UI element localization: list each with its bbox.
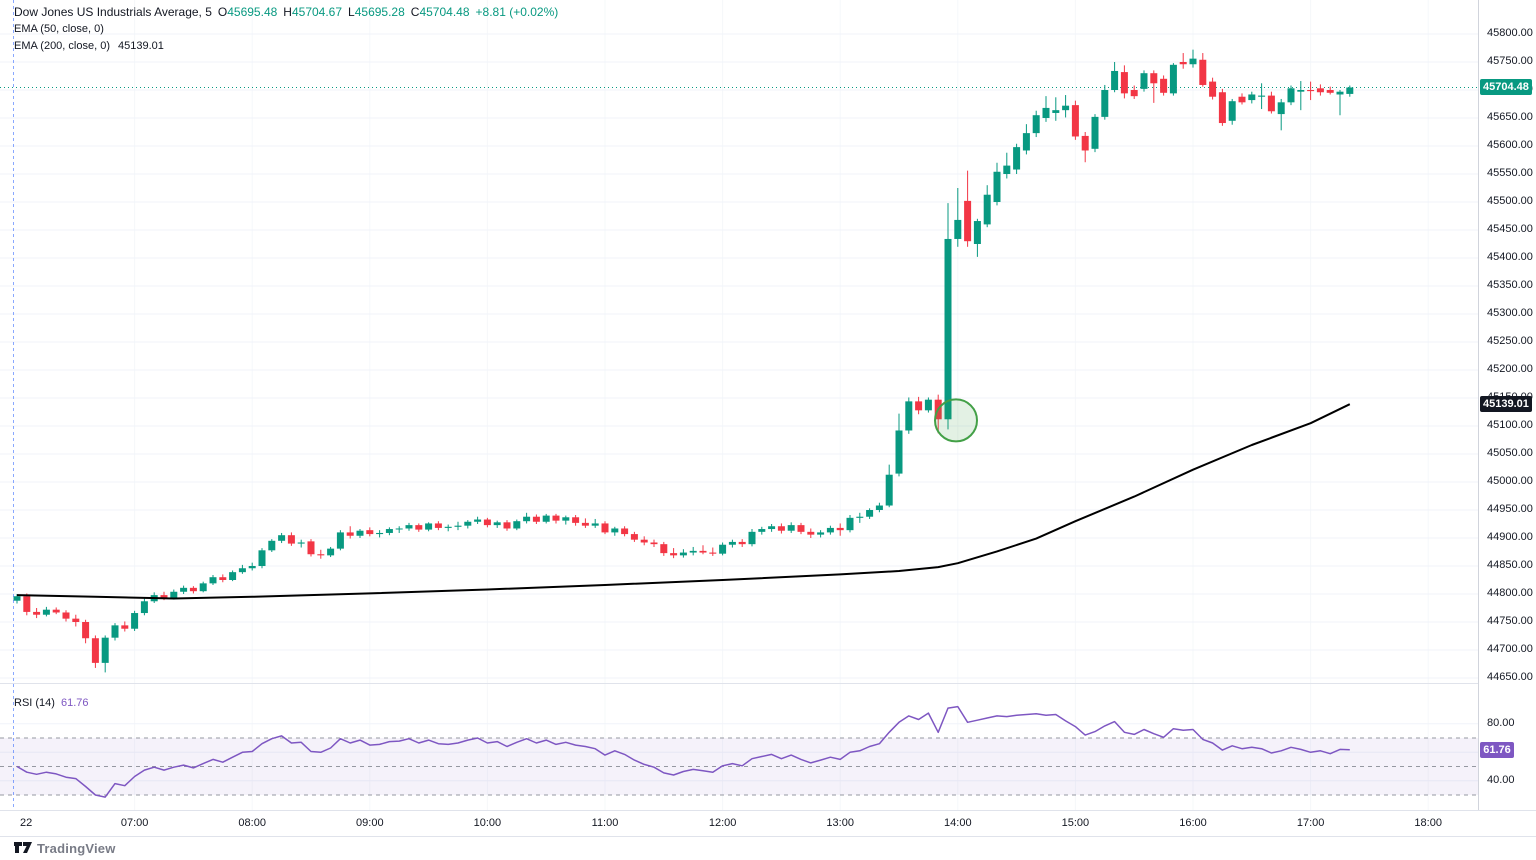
change-value: +8.81 (+0.02%): [475, 5, 559, 19]
time-axis-label: 18:00: [1414, 817, 1442, 829]
ohlc-value: 45695.48: [227, 5, 278, 19]
symbol-title: Dow Jones US Industrials Average, 5: [14, 5, 212, 19]
price-axis-label: 45600.00: [1487, 139, 1533, 151]
price-axis-label: 45100.00: [1487, 419, 1533, 431]
chart-canvas[interactable]: [0, 0, 1478, 810]
price-axis-label: 45300.00: [1487, 307, 1533, 319]
ema200-legend-row[interactable]: EMA (200, close, 0) 45139.01: [14, 38, 558, 54]
legend: Dow Jones US Industrials Average, 5 O4569…: [14, 4, 558, 54]
rsi-value-badge: 61.76: [1480, 741, 1514, 758]
ema50-legend-row[interactable]: EMA (50, close, 0): [14, 21, 558, 37]
price-axis-label: 45200.00: [1487, 363, 1533, 375]
price-axis-label: 45500.00: [1487, 195, 1533, 207]
tradingview-logo-icon: [14, 842, 32, 853]
time-axis-label: 13:00: [826, 817, 854, 829]
time-axis-label: 17:00: [1296, 817, 1325, 829]
day-label: 22: [20, 817, 33, 829]
time-axis-label: 08:00: [238, 817, 266, 829]
candles-group: [13, 49, 1354, 673]
price-axis[interactable]: 45704.48 45139.01 61.76 45800.00 45750.00…: [1478, 0, 1536, 836]
ohlc-value: 45704.48: [419, 5, 470, 19]
pane-divider[interactable]: [0, 683, 1536, 684]
price-axis-label: 45050.00: [1487, 447, 1533, 459]
ema200-value: 45139.01: [118, 40, 164, 52]
rsi-axis-label: 80.00: [1487, 716, 1515, 729]
price-axis-label: 44900.00: [1487, 531, 1533, 543]
time-axis-label: 07:00: [120, 817, 149, 829]
time-axis-label: 10:00: [473, 817, 502, 829]
ema50-label: EMA (50, close, 0): [14, 23, 104, 35]
ohlc-values: O45695.48 H45704.67 L45695.28 C45704.48: [212, 5, 470, 19]
ema200-line[interactable]: [16, 403, 1351, 600]
price-axis-label: 45750.00: [1487, 55, 1533, 67]
ema200-price-badge: 45139.01: [1480, 396, 1532, 413]
ohlc-value: 45704.67: [291, 5, 343, 19]
symbol-legend-row[interactable]: Dow Jones US Industrials Average, 5 O4569…: [14, 4, 558, 20]
time-axis-label: 15:00: [1061, 817, 1090, 829]
time-axis-label: 11:00: [591, 817, 619, 829]
price-axis-label: 45000.00: [1487, 475, 1533, 487]
price-axis-label: 44800.00: [1487, 587, 1533, 599]
price-axis-label: 45550.00: [1487, 167, 1533, 179]
price-axis-label: 45800.00: [1487, 27, 1533, 39]
tradingview-logo-text: TradingView: [37, 840, 116, 856]
price-axis-label: 44650.00: [1487, 671, 1533, 683]
ohlc-value: 45695.28: [354, 5, 405, 19]
footer: TradingView: [0, 836, 1536, 860]
time-axis-label: 12:00: [708, 817, 737, 829]
ema200-label: EMA (200, close, 0): [14, 40, 110, 52]
price-axis-label: 45350.00: [1487, 279, 1533, 291]
time-axis-label: 09:00: [356, 817, 384, 829]
tradingview-logo[interactable]: TradingView: [14, 840, 116, 856]
time-axis-label: 16:00: [1179, 817, 1207, 829]
price-axis-label: 45400.00: [1487, 251, 1533, 263]
price-axis-label: 44700.00: [1487, 643, 1533, 655]
price-axis-label: 45250.00: [1487, 335, 1533, 347]
rsi-label: RSI (14): [14, 697, 55, 709]
rsi-axis-label: 40.00: [1487, 773, 1515, 786]
ohlc-key: L: [348, 5, 355, 19]
highlight-circle[interactable]: [934, 398, 978, 443]
time-axis[interactable]: 22 07:00 08:00 09:00 10:00 11:00 12:00 13:00 14…: [0, 810, 1536, 837]
grid: [0, 33, 1478, 782]
price-axis-label: 44850.00: [1487, 559, 1533, 571]
ohlc-key: C: [410, 5, 420, 19]
rsi-legend-row[interactable]: RSI (14) 61.76: [14, 697, 89, 709]
current-price-badge: 45704.48: [1480, 79, 1532, 96]
rsi-pane: [0, 737, 1478, 796]
price-axis-label: 44950.00: [1487, 503, 1533, 515]
rsi-value: 61.76: [60, 697, 89, 709]
price-axis-label: 45450.00: [1487, 223, 1533, 235]
ohlc-key: H: [283, 5, 292, 19]
price-axis-label: 45650.00: [1487, 111, 1533, 123]
time-axis-label: 14:00: [944, 817, 972, 829]
ohlc-key: O: [217, 5, 228, 19]
price-axis-label: 44750.00: [1487, 615, 1533, 627]
rsi-line[interactable]: [16, 705, 1350, 798]
